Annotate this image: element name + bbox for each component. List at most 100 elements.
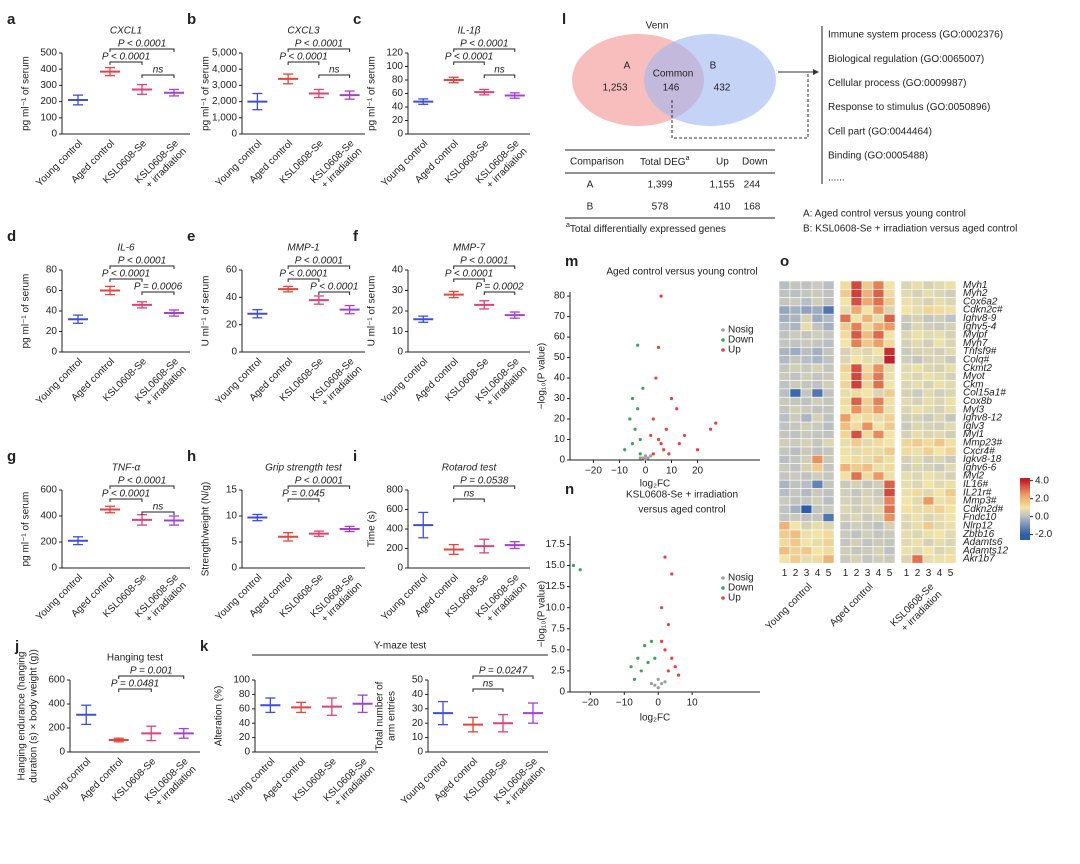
- significance-bracket: [109, 61, 143, 65]
- heatmap-cell: [811, 463, 824, 473]
- heatmap-cell: [922, 305, 935, 315]
- heatmap-cell: [922, 330, 935, 340]
- heatmap-cell: [811, 546, 824, 556]
- go-list: Immune system process (GO:0002376) Biolog…: [828, 30, 1003, 184]
- heatmap-cell: [911, 388, 924, 398]
- table-header: Down: [742, 157, 768, 168]
- heatmap-cell: [922, 488, 935, 498]
- key: B: KSL0608-Se + irradiation versus aged …: [803, 224, 1017, 235]
- heatmap-cell: [883, 297, 896, 307]
- heatmap-cell: [839, 297, 852, 307]
- heatmap-cell: [944, 438, 957, 448]
- gene-label: Ighv8-9: [963, 313, 997, 324]
- significance-label: P < 0.0001: [102, 52, 150, 63]
- heatmap-cell: [811, 529, 824, 539]
- heatmap-cell: [900, 521, 913, 531]
- heatmap-cell: [822, 380, 835, 390]
- point: [659, 294, 663, 298]
- heatmap-cell: [850, 446, 863, 456]
- x-tick-label: 0: [655, 698, 661, 709]
- heatmap-cell: [933, 430, 946, 439]
- gene-label: Adamts12: [962, 545, 1008, 556]
- significance-bracket: [453, 278, 485, 282]
- y-axis-label: −log₁₀(P value): [537, 343, 548, 410]
- heatmap-cell: [778, 322, 791, 332]
- heatmap-cell: [933, 405, 946, 415]
- heatmap-cell: [789, 537, 802, 547]
- heatmap-cell: [850, 430, 863, 439]
- heatmap-cell: [800, 371, 813, 381]
- heatmap-cell: [778, 363, 791, 373]
- panel-letter: n: [565, 481, 574, 498]
- heatmap-cell: [800, 322, 813, 332]
- table-cell: A: [587, 180, 594, 191]
- heatmap-cell: [944, 446, 957, 456]
- heatmap-cell: [861, 546, 874, 556]
- heatmap-cell: [861, 513, 874, 523]
- heatmap-cell: [911, 396, 924, 406]
- heatmap-cell: [944, 371, 957, 381]
- significance-label: P < 0.0001: [295, 256, 343, 267]
- heatmap-cell: [839, 413, 852, 423]
- heatmap-cell: [839, 330, 852, 340]
- heatmap-cell: [789, 446, 802, 456]
- heatmap-cell: [872, 280, 885, 290]
- panel-title: CXCL3: [287, 26, 320, 37]
- heatmap-cell: [839, 288, 852, 298]
- y-tick-label: 15.0: [546, 560, 566, 571]
- heatmap-cell: [789, 297, 802, 307]
- heatmap-cell: [800, 338, 813, 348]
- heatmap-cell: [850, 521, 863, 531]
- point: [664, 427, 668, 431]
- heatmap-cell: [861, 396, 874, 406]
- ymaze-title: Y-maze test: [374, 641, 427, 652]
- legend-label: Up: [728, 345, 741, 356]
- go-term: Cell part (GO:0044464): [828, 126, 932, 137]
- x-axis-label: log₂FC: [640, 479, 671, 490]
- note-mark: a: [566, 222, 570, 229]
- heatmap-cell: [789, 288, 802, 298]
- heatmap-cell: [822, 305, 835, 315]
- point: [630, 396, 635, 401]
- gene-label: Cxcr4#: [963, 446, 995, 457]
- heatmap-cell: [900, 322, 913, 332]
- heatmap-cell: [789, 313, 802, 323]
- heatmap-cell: [861, 305, 874, 315]
- heatmap-cell: [778, 463, 791, 473]
- y-tick-label: 60: [46, 285, 58, 296]
- heatmap-cell: [789, 454, 802, 464]
- heatmap-cell: [900, 288, 913, 298]
- significance-label: P < 0.0001: [279, 269, 327, 280]
- column-label: 4: [815, 568, 821, 579]
- heatmap-cell: [800, 313, 813, 323]
- gene-label: Cox6a2: [963, 296, 998, 307]
- column-label: 3: [804, 568, 810, 579]
- y-tick-label: 0: [231, 129, 237, 140]
- heatmap-cell: [872, 521, 885, 531]
- venn-b: [644, 34, 776, 126]
- heatmap-cell: [933, 537, 946, 547]
- point: [630, 442, 635, 446]
- heatmap-cell: [778, 413, 791, 423]
- significance-bracket: [109, 48, 175, 52]
- heatmap-cell: [800, 413, 813, 423]
- point: [662, 448, 666, 452]
- point: [646, 456, 650, 460]
- heatmap-cell: [872, 537, 885, 547]
- y-tick-label: 300: [40, 80, 57, 91]
- point: [714, 421, 718, 425]
- gene-label: Ighv5-4: [963, 321, 997, 332]
- heatmap-cell: [883, 438, 896, 448]
- y-tick-label: 40: [554, 373, 566, 384]
- heatmap-cell: [861, 504, 874, 514]
- heatmap-cell: [872, 479, 885, 489]
- heatmap-cell: [811, 396, 824, 406]
- heatmap-cell: [922, 438, 935, 448]
- heatmap-cell: [883, 471, 896, 481]
- y-tick-label: 0: [231, 347, 237, 358]
- table-footnote: aTotal differentially expressed genes: [566, 222, 726, 235]
- y-axis-label: arm entries: [387, 691, 398, 741]
- heatmap-cell: [944, 537, 957, 547]
- header-text: Total DEG: [640, 157, 686, 168]
- point: [663, 680, 667, 684]
